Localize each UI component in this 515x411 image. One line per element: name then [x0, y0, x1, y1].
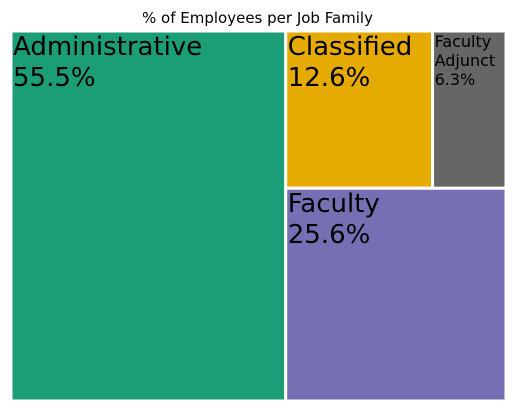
tile-value-faculty-adjunct: 6.3%	[435, 70, 476, 89]
tile-value-administrative: 55.5%	[13, 63, 96, 93]
tile-name-faculty-adjunct-1: Adjunct	[435, 51, 496, 70]
tile-value-faculty: 25.6%	[288, 220, 371, 250]
tile-name-faculty: Faculty	[288, 189, 380, 219]
tile-name-faculty-adjunct-0: Faculty	[435, 32, 492, 51]
tile-name-administrative: Administrative	[13, 32, 202, 62]
tile-value-classified: 12.6%	[288, 63, 371, 93]
tile-name-classified: Classified	[288, 32, 413, 62]
